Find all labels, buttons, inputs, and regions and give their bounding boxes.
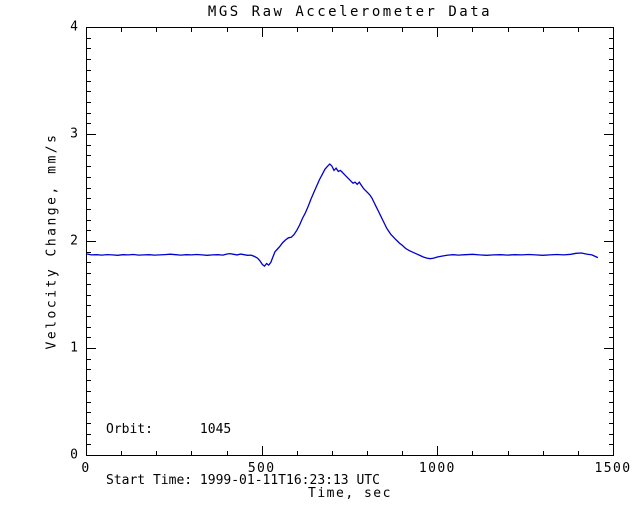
annotation-orbit: Orbit: 1045 — [106, 422, 232, 437]
annotation-block: Orbit: 1045 Start Time: 1999-01-11T16:23… — [106, 387, 380, 512]
y-tick-label: 3 — [70, 126, 78, 142]
y-tick-label: 1 — [70, 340, 78, 356]
y-tick-label: 2 — [70, 233, 78, 249]
chart-title: MGS Raw Accelerometer Data — [207, 4, 493, 20]
x-tick-label: 500 — [247, 461, 276, 476]
velocity-change-line — [85, 163, 599, 267]
axes-box — [86, 27, 614, 456]
x-axis-label: Time, sec — [308, 486, 392, 501]
x-tick-label: 0 — [81, 461, 91, 476]
annotation-start-time: Start Time: 1999-01-11T16:23:13 UTC — [106, 473, 380, 488]
x-tick-label: 1500 — [594, 461, 632, 476]
x-tick-label: 1000 — [418, 461, 456, 476]
y-tick-label: 0 — [70, 447, 78, 463]
y-tick-label: 4 — [70, 19, 78, 35]
y-axis-label: Velocity Change, mm/s — [44, 132, 60, 350]
